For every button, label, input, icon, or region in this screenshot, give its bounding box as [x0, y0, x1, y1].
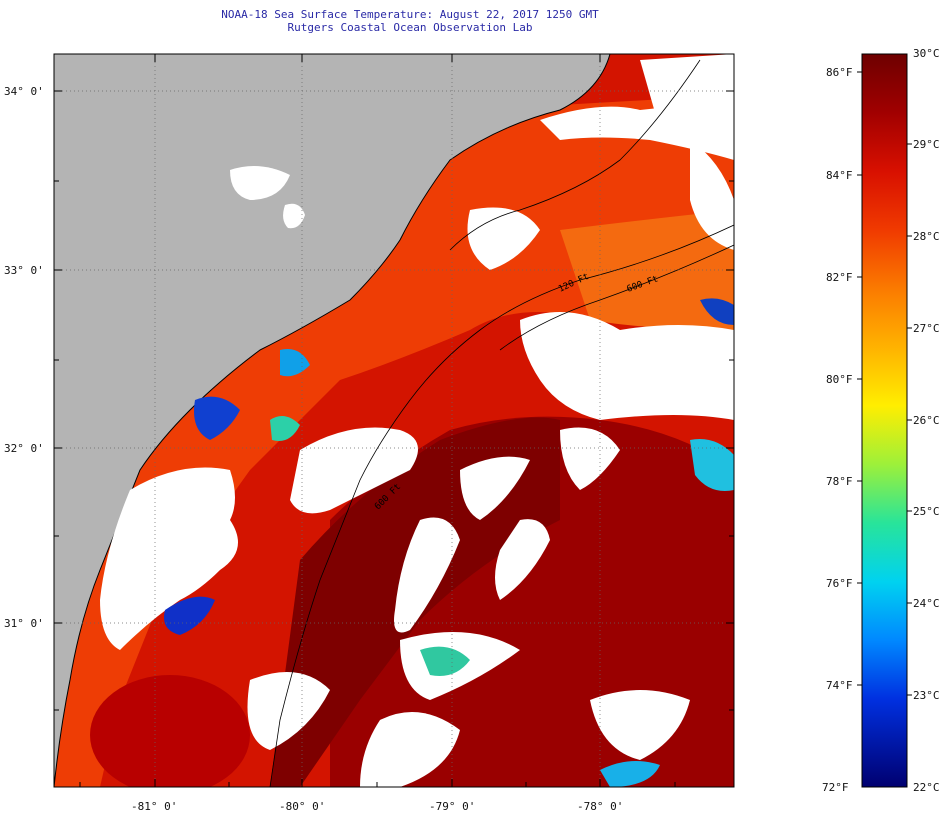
lon-label-81: -81° 0' [131, 800, 178, 813]
colorbar-f-label: 74°F [826, 679, 853, 692]
coastline [54, 54, 611, 787]
lat-label-33: 33° 0' [4, 264, 44, 277]
lon-label-78: -78° 0' [577, 800, 624, 813]
colorbar-c-label: 23°C [913, 689, 940, 702]
map-frame [53, 53, 735, 788]
land-mass [54, 54, 610, 787]
colorbar-c-label: 30°C [913, 47, 940, 60]
colorbar-f-label: 86°F [826, 66, 853, 79]
colorbar-f-label: 72°F [822, 781, 849, 794]
sst-nearshore-band [54, 95, 734, 787]
colorbar-f-label: 76°F [826, 577, 853, 590]
colorbar-f-label: 84°F [826, 169, 853, 182]
colorbar-ticks [857, 71, 912, 696]
cloud-mask [100, 54, 734, 787]
colorbar-f-label: 80°F [826, 373, 853, 386]
colorbar-f-label: 82°F [826, 271, 853, 284]
colorbar-f-label: 78°F [826, 475, 853, 488]
colorbar-c-label: 26°C [913, 414, 940, 427]
lon-label-80: -80° 0' [279, 800, 326, 813]
isobath-lines [269, 59, 734, 787]
colorbar-c-label: 29°C [913, 138, 940, 151]
graticule [54, 54, 734, 787]
colorbar-c-label: 22°C [913, 781, 940, 794]
colorbar-c-label: 24°C [913, 597, 940, 610]
colorbar-c-label: 28°C [913, 230, 940, 243]
axis-ticks [54, 54, 734, 787]
colorbar [861, 53, 908, 788]
colorbar-c-label: 27°C [913, 322, 940, 335]
map-title: NOAA-18 Sea Surface Temperature: August … [221, 8, 599, 21]
lat-label-34: 34° 0' [4, 85, 44, 98]
sst-warm-eddy [90, 675, 250, 787]
colorbar-c-label: 25°C [913, 505, 940, 518]
map-subtitle: Rutgers Coastal Ocean Observation Lab [287, 21, 533, 34]
lat-label-32: 32° 0' [4, 442, 44, 455]
cool-water-speckles [164, 298, 734, 787]
lon-label-79: -79° 0' [429, 800, 476, 813]
lat-label-31: 31° 0' [4, 617, 44, 630]
